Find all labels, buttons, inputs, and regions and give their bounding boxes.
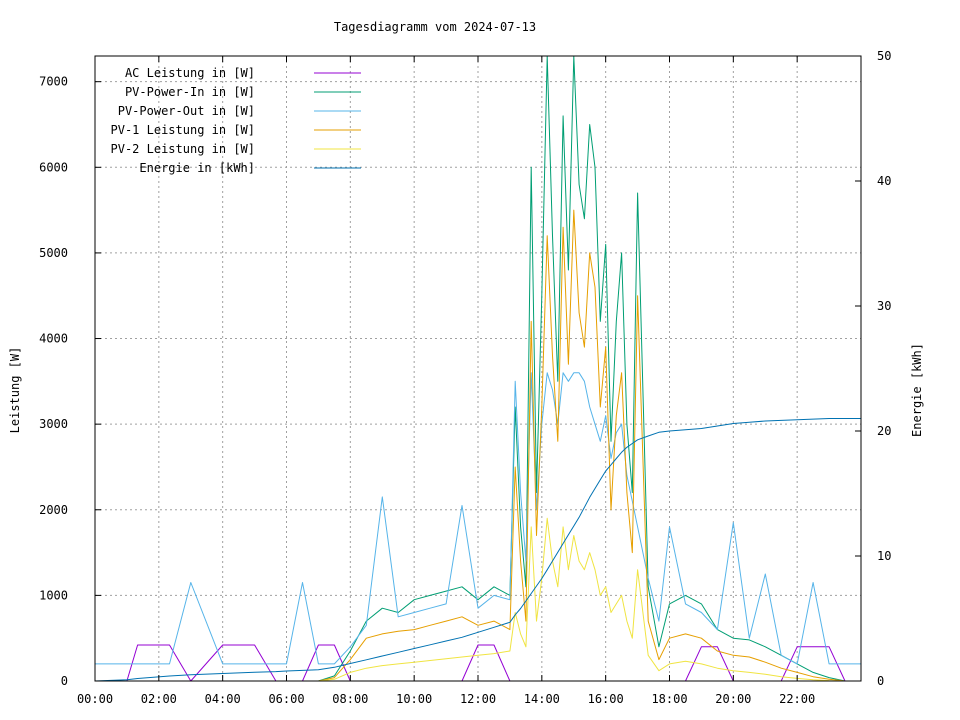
x-tick-label: 22:00 <box>779 692 815 706</box>
y2-tick-label: 30 <box>877 299 891 313</box>
series-line-3 <box>95 372 861 665</box>
y-tick-label: 0 <box>61 674 68 688</box>
x-tick-label: 18:00 <box>651 692 687 706</box>
chart-title: Tagesdiagramm vom 2024-07-13 <box>334 20 536 34</box>
legend-label: PV-Power-In in [W] <box>125 85 255 99</box>
x-tick-label: 14:00 <box>524 692 560 706</box>
y-tick-label: 3000 <box>39 417 68 431</box>
y-axis-label: Leistung [W] <box>8 347 22 434</box>
x-tick-label: 02:00 <box>141 692 177 706</box>
legend-label: PV-2 Leistung in [W] <box>111 142 256 156</box>
x-tick-label: 06:00 <box>268 692 304 706</box>
y2-tick-label: 20 <box>877 424 891 438</box>
legend-label: Energie in [kWh] <box>139 161 255 175</box>
y2-tick-label: 0 <box>877 674 884 688</box>
legend: AC Leistung in [W] PV-Power-In in [W] PV-P… <box>111 66 361 175</box>
x-tick-label: 10:00 <box>396 692 432 706</box>
legend-label: AC Leistung in [W] <box>125 66 255 80</box>
x-tick-label: 12:00 <box>460 692 496 706</box>
y-tick-label: 5000 <box>39 246 68 260</box>
y2-tick-label: 10 <box>877 549 891 563</box>
series-line-4 <box>95 209 861 682</box>
legend-label: PV-1 Leistung in [W] <box>111 123 256 137</box>
y2-tick-label: 40 <box>877 174 891 188</box>
x-tick-label: 08:00 <box>332 692 368 706</box>
y-tick-label: 1000 <box>39 588 68 602</box>
y-tick-label: 6000 <box>39 160 68 174</box>
y2-tick-label: 50 <box>877 49 891 63</box>
axis-layer: 00:00 02:00 04:00 06:00 08:00 10:00 12:00 14:00… <box>39 49 891 706</box>
y-tick-label: 7000 <box>39 75 68 89</box>
series-line-6 <box>94 418 861 682</box>
x-tick-label: 00:00 <box>77 692 113 706</box>
y-tick-label: 4000 <box>39 332 68 346</box>
legend-label: PV-Power-Out in [W] <box>118 104 255 118</box>
x-tick-label: 20:00 <box>715 692 751 706</box>
x-tick-label: 16:00 <box>588 692 624 706</box>
y2-axis-label: Energie [kWh] <box>910 343 924 437</box>
x-tick-label: 04:00 <box>205 692 241 706</box>
y-tick-label: 2000 <box>39 503 68 517</box>
